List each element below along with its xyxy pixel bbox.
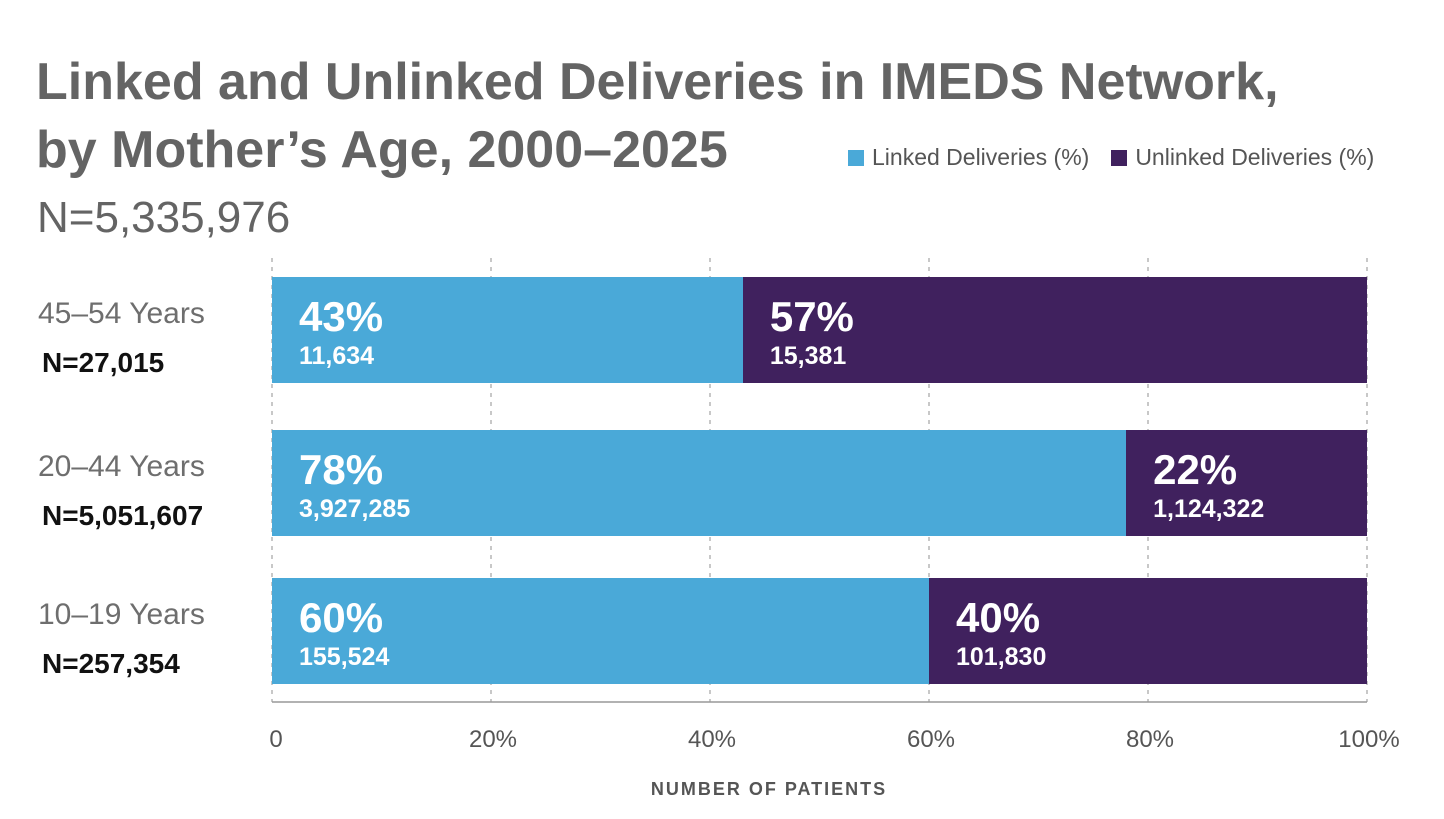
bar-count-label: 155,524: [299, 643, 390, 671]
category-label: 10–19 Years: [38, 598, 205, 631]
bar-count-label: 11,634: [299, 342, 375, 370]
x-tick-label: 100%: [1338, 726, 1400, 753]
chart-title-line-2: by Mother’s Age, 2000–2025: [36, 121, 728, 179]
bar-percent-label: 40%: [956, 594, 1041, 641]
bar-percent-label: 57%: [769, 293, 854, 340]
bar-segment-linked: [272, 578, 929, 684]
legend-item-linked: Linked Deliveries (%): [848, 144, 1089, 171]
category-count: N=5,051,607: [42, 500, 204, 531]
bar-percent-label: 78%: [299, 446, 384, 493]
category-label: 20–44 Years: [38, 450, 205, 483]
bar-percent-label: 43%: [299, 293, 384, 340]
bar-count-label: 1,124,322: [1153, 495, 1265, 523]
category-label: 45–54 Years: [38, 297, 205, 330]
category-count: N=27,015: [42, 347, 165, 378]
legend-label-unlinked: Unlinked Deliveries (%): [1135, 144, 1375, 170]
chart-title-line-1: Linked and Unlinked Deliveries in IMEDS …: [36, 53, 1279, 111]
bar-count-label: 101,830: [956, 643, 1047, 671]
x-tick-label: 0: [269, 726, 283, 753]
bar-segment-unlinked: [742, 277, 1367, 383]
bar-count-label: 15,381: [769, 342, 847, 370]
bar-segment-unlinked: [929, 578, 1367, 684]
x-axis-label: NUMBER OF PATIENTS: [650, 779, 888, 799]
legend-swatch-unlinked: [1111, 149, 1128, 166]
x-tick-label: 20%: [468, 726, 518, 753]
legend-item-unlinked: Unlinked Deliveries (%): [1111, 144, 1374, 171]
bar-segment-linked: [272, 277, 743, 383]
category-count: N=257,354: [42, 648, 180, 679]
bar-count-label: 3,927,285: [299, 495, 411, 523]
chart-subtitle: N=5,335,976: [37, 193, 291, 242]
x-tick-label: 60%: [906, 726, 956, 753]
bar-segment-unlinked: [1126, 430, 1367, 536]
chart-legend: Linked Deliveries (%) Unlinked Deliverie…: [848, 144, 1396, 171]
legend-swatch-linked: [848, 149, 864, 166]
bar-percent-label: 22%: [1153, 446, 1238, 493]
x-tick-label: 80%: [1125, 726, 1175, 753]
bar-percent-label: 60%: [299, 594, 384, 641]
x-tick-label: 40%: [687, 726, 737, 753]
bar-segment-linked: [272, 430, 1127, 536]
legend-label-linked: Linked Deliveries (%): [872, 144, 1090, 170]
